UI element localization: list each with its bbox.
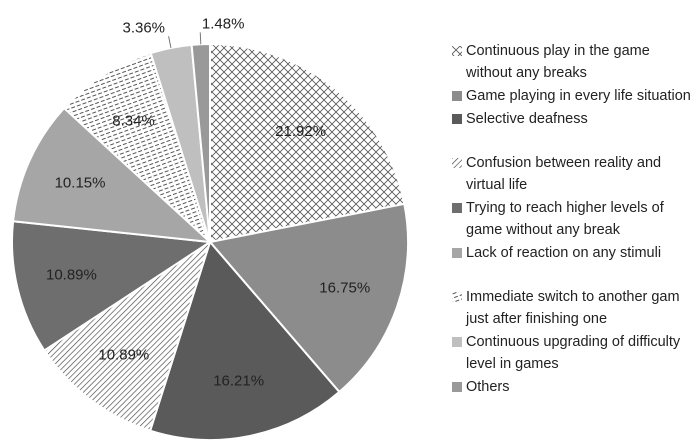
legend-label: Immediate switch to another gam just aft… [466, 289, 680, 327]
legend-swatch [452, 292, 462, 302]
legend-item: Continuous upgrading of difficulty level… [452, 331, 698, 375]
legend-marker [452, 158, 462, 168]
legend-swatch [452, 337, 462, 347]
legend-label: Trying to reach higher levels of game wi… [466, 200, 664, 238]
data-label: 21.92% [275, 123, 326, 140]
pie-slice [11, 106, 213, 244]
legend-swatch [452, 46, 462, 56]
legend-swatch [452, 114, 462, 124]
legend-marker [452, 114, 462, 124]
legend-item: Confusion between reality and virtual li… [452, 152, 698, 196]
legend-label: Continuous upgrading of difficulty level… [466, 334, 681, 372]
legend-swatch [452, 203, 462, 213]
legend-item: Selective deafness [452, 108, 698, 130]
pie-slice [62, 51, 213, 246]
legend-item: Others [452, 376, 698, 398]
leader-line [199, 32, 202, 45]
legend-label: Others [466, 379, 510, 395]
legend-label: Confusion between reality and virtual li… [466, 155, 662, 193]
data-label: 16.21% [213, 373, 264, 390]
legend-item: Lack of reaction on any stimuli [452, 242, 698, 264]
legend-swatch [452, 382, 462, 392]
pie-slice [148, 239, 341, 441]
pie-slice [11, 220, 213, 352]
legend-swatch [452, 91, 462, 101]
pie-slice [42, 239, 212, 433]
legend-swatch [452, 248, 462, 258]
leader-line [168, 36, 172, 48]
legend-marker [452, 382, 462, 392]
data-label: 16.75% [319, 280, 370, 297]
legend-marker [452, 292, 462, 302]
data-label: 10.89% [46, 266, 97, 283]
legend-label: Selective deafness [466, 111, 588, 127]
data-label: 8.34% [112, 113, 155, 130]
legend-marker [452, 337, 462, 347]
data-label: 1.48% [202, 15, 245, 32]
chart: 21.92% 16.75% 16.21% 10.89% 10.89% 10.15% 8.34… [11, 15, 409, 441]
data-label: 10.15% [55, 174, 106, 191]
legend-label: Game playing in every life situation [466, 88, 691, 104]
legend-item: Continuous play in the game without any … [452, 40, 698, 84]
legend-item: Game playing in every life situation [452, 85, 698, 107]
legend-swatch [452, 158, 462, 168]
legend-label: Continuous play in the game without any … [466, 43, 650, 81]
legend-marker [452, 248, 462, 258]
legend-item: Trying to reach higher levels of game wi… [452, 197, 698, 241]
pie-slice [209, 42, 406, 244]
legend-marker [452, 46, 462, 56]
legend-item: Immediate switch to another gam just aft… [452, 286, 698, 330]
legend-marker [452, 91, 462, 101]
legend-label: Lack of reaction on any stimuli [466, 245, 662, 261]
legend: Continuous play in the game without any … [452, 40, 698, 420]
pie-slice [208, 202, 409, 394]
legend-marker [452, 203, 462, 213]
data-label: 10.89% [98, 347, 149, 364]
data-label: 3.36% [122, 19, 165, 36]
